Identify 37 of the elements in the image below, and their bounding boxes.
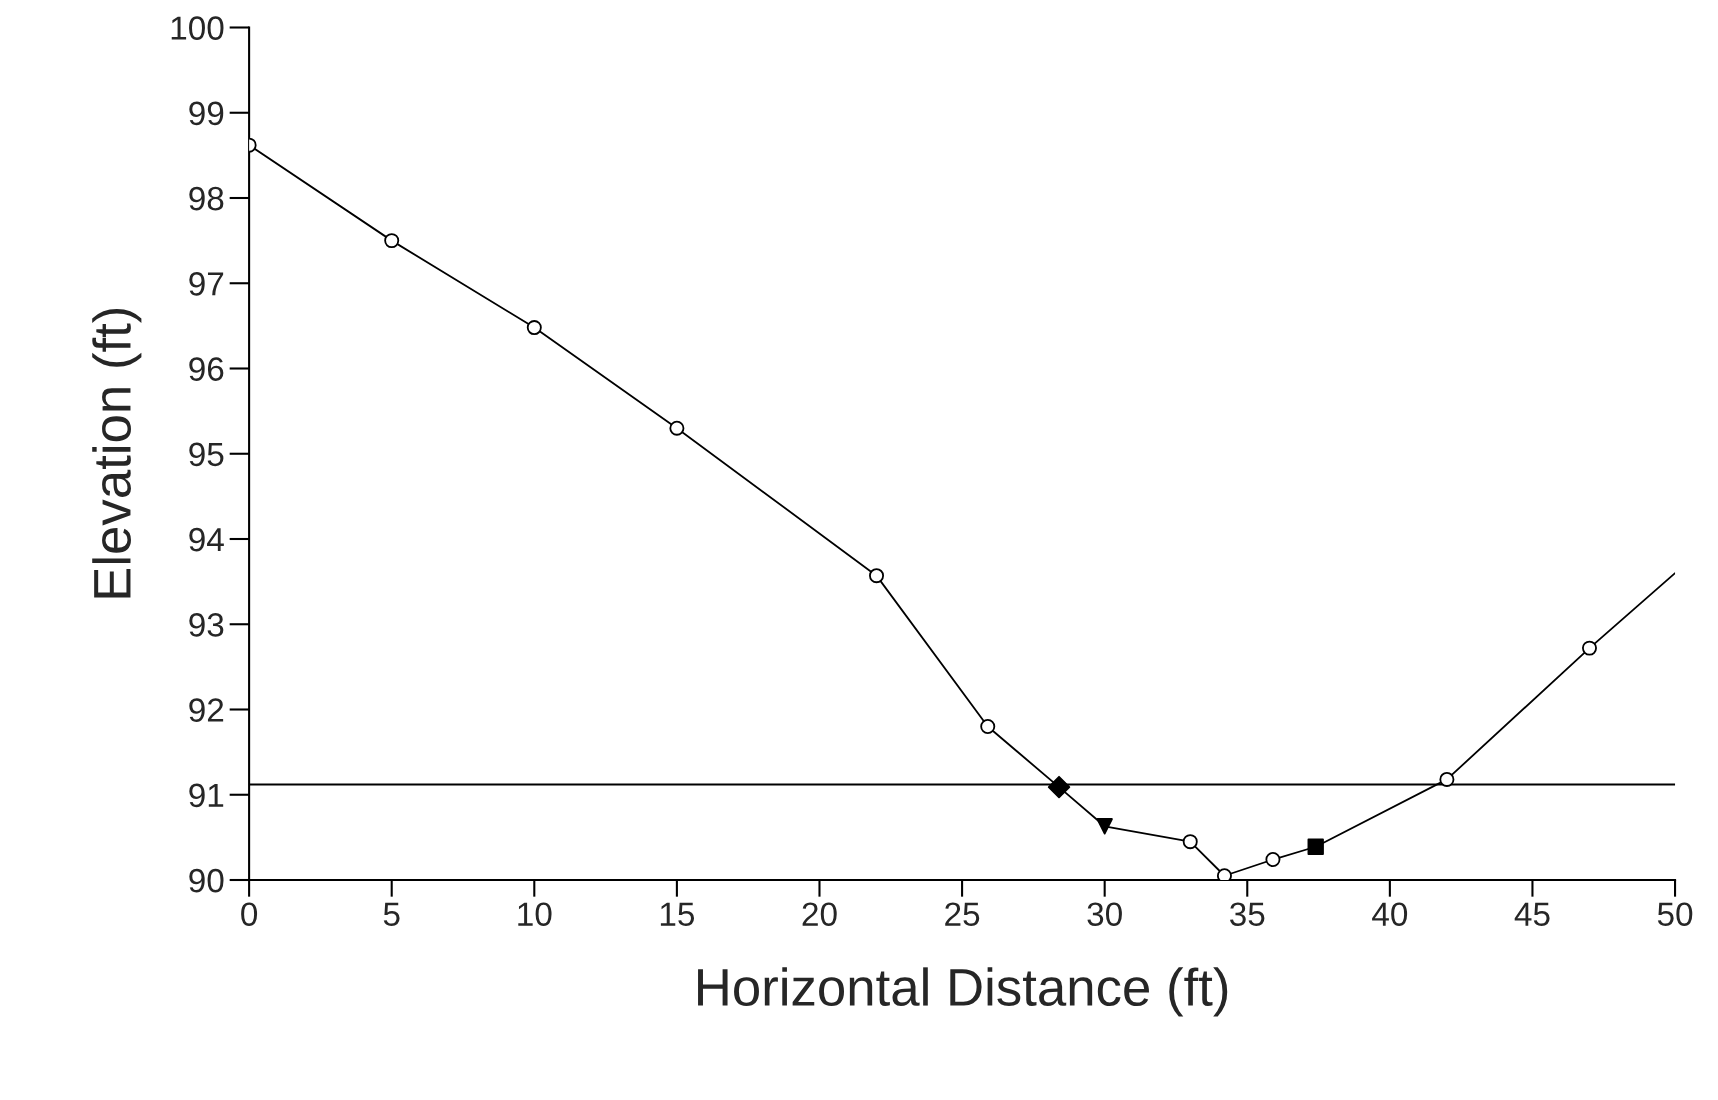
y-tick-label: 94 <box>189 527 224 552</box>
x-tick-label: 5 <box>383 902 400 927</box>
x-tick-label: 0 <box>241 902 258 927</box>
x-tick-label: 20 <box>802 902 837 927</box>
y-tick-label: 99 <box>189 101 224 126</box>
x-tick-label: 35 <box>1230 902 1265 927</box>
x-tick-label: 30 <box>1087 902 1122 927</box>
point <box>869 568 885 584</box>
x-tick-label: 10 <box>518 902 552 927</box>
y-tick-label: 95 <box>189 442 224 467</box>
x-tick-label: 50 <box>1657 902 1693 927</box>
point <box>526 320 542 336</box>
point <box>1096 818 1113 835</box>
y-tick-label: 93 <box>189 613 224 637</box>
x-tick-label: 25 <box>945 902 980 927</box>
point <box>1216 868 1232 880</box>
y-tick-label: 90 <box>189 868 224 893</box>
x-tick-label: 40 <box>1372 902 1408 927</box>
y-tick-label: 92 <box>189 698 224 722</box>
y-tick-label: 96 <box>189 357 224 381</box>
point <box>1439 771 1455 787</box>
point <box>1265 852 1281 868</box>
x-tick-label: 45 <box>1514 902 1550 927</box>
point <box>669 420 685 436</box>
y-tick-label: 97 <box>189 272 224 296</box>
y-axis-title: Elevation (ft) <box>92 308 142 598</box>
point <box>1182 834 1198 850</box>
point <box>1047 775 1071 799</box>
x-tick-label: 15 <box>660 902 695 927</box>
point <box>1582 640 1597 656</box>
point <box>1307 838 1324 855</box>
y-tick-label: 91 <box>189 783 224 808</box>
y-tick-label: 100 <box>171 16 224 40</box>
y-tick-label: 98 <box>189 186 224 211</box>
x-axis-title: Horizontal Distance (ft) <box>698 967 1228 1017</box>
point <box>980 719 996 735</box>
point <box>384 233 400 249</box>
